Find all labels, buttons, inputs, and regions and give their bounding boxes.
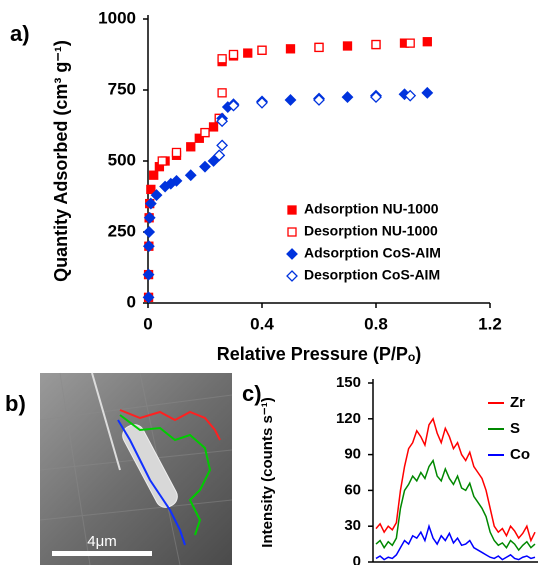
marker — [228, 49, 239, 60]
marker — [149, 170, 159, 180]
marker — [199, 160, 211, 173]
marker — [157, 156, 167, 166]
marker — [284, 94, 297, 106]
marker — [208, 122, 219, 132]
marker — [217, 54, 227, 64]
scale-bar — [52, 551, 152, 556]
y-tick-label: 500 — [108, 150, 136, 169]
marker — [207, 155, 220, 167]
marker — [143, 226, 156, 238]
scale-bar-label: 4μm — [87, 533, 116, 550]
marker — [216, 139, 229, 152]
chart-panel: c) 0 30 60 90 120 150 Intensity (counts s⁻¹) Zr S… — [242, 374, 538, 565]
y-tick-label: 250 — [108, 221, 136, 240]
sem-image: 4μm b) — [5, 372, 233, 565]
marker — [200, 127, 210, 138]
marker — [144, 197, 157, 210]
marker — [227, 99, 240, 112]
panel-label: b) — [5, 391, 26, 416]
marker — [186, 142, 196, 152]
marker — [171, 147, 182, 158]
marker — [146, 184, 156, 195]
marker — [341, 91, 354, 104]
marker — [150, 189, 163, 201]
y-tick-label: 750 — [108, 79, 136, 98]
legend-marker — [286, 248, 298, 260]
marker — [422, 37, 432, 47]
marker — [142, 291, 155, 304]
line — [375, 458, 536, 552]
line — [375, 417, 536, 543]
legend-label: Adsorption NU-1000 — [304, 201, 439, 217]
legend-marker — [286, 270, 298, 282]
y-tick-label: 0 — [127, 292, 136, 311]
marker — [370, 91, 382, 104]
marker — [257, 45, 267, 55]
legend-marker — [287, 205, 297, 215]
x-tick-label: 1.2 — [478, 314, 502, 333]
marker — [243, 48, 253, 58]
legend-label: Co — [510, 446, 530, 463]
trace-s — [119, 414, 212, 536]
panel-label: a) — [10, 21, 30, 46]
marker — [313, 94, 325, 106]
trace-zr — [119, 409, 221, 441]
legend-label: Desorption CoS-AIM — [304, 267, 440, 283]
line — [375, 523, 536, 561]
sem-rod — [122, 424, 178, 508]
marker — [285, 44, 296, 54]
panel-label: c) — [242, 381, 262, 406]
marker — [404, 89, 417, 102]
marker — [342, 41, 353, 51]
marker — [216, 115, 229, 128]
marker — [314, 42, 324, 53]
legend-label: Desorption NU-1000 — [304, 223, 438, 239]
marker — [184, 169, 197, 182]
marker — [142, 240, 155, 253]
marker — [143, 211, 156, 224]
marker — [256, 96, 268, 109]
legend-label: S — [510, 420, 520, 437]
y-tick-label: 0 — [353, 553, 361, 565]
sem-background — [40, 373, 232, 565]
marker — [217, 88, 227, 98]
y-tick-label: 150 — [336, 374, 361, 391]
legend-marker — [287, 227, 297, 237]
marker — [213, 149, 226, 162]
legend-label: Adsorption CoS-AIM — [304, 245, 441, 261]
marker — [194, 133, 204, 143]
marker — [142, 268, 155, 281]
marker — [405, 38, 415, 48]
chart-panel: a) 0 250 500 750 1000 0 0.4 0.8 1.2 Quantity Adsor… — [10, 8, 502, 363]
y-tick-label: 30 — [344, 517, 361, 534]
x-tick-label: 0 — [143, 314, 152, 333]
marker — [371, 39, 381, 50]
y-tick-label: 1000 — [98, 8, 136, 27]
marker — [421, 86, 434, 99]
sem-fiber — [91, 372, 121, 471]
x-tick-label: 0.4 — [250, 314, 274, 333]
y-tick-label: 60 — [344, 481, 361, 498]
y-tick-label: 90 — [344, 446, 361, 463]
marker — [170, 174, 183, 187]
x-tick-label: 0.8 — [364, 314, 388, 333]
y-tick-label: 120 — [336, 410, 361, 427]
y-axis-label: Intensity (counts s⁻¹) — [259, 397, 276, 547]
x-axis-label: Relative Pressure (P/Pₒ) — [217, 344, 421, 364]
y-axis-label: Quantity Adsorbed (cm³ g⁻¹) — [51, 40, 71, 282]
trace-co — [117, 419, 186, 546]
legend-label: Zr — [510, 394, 525, 411]
